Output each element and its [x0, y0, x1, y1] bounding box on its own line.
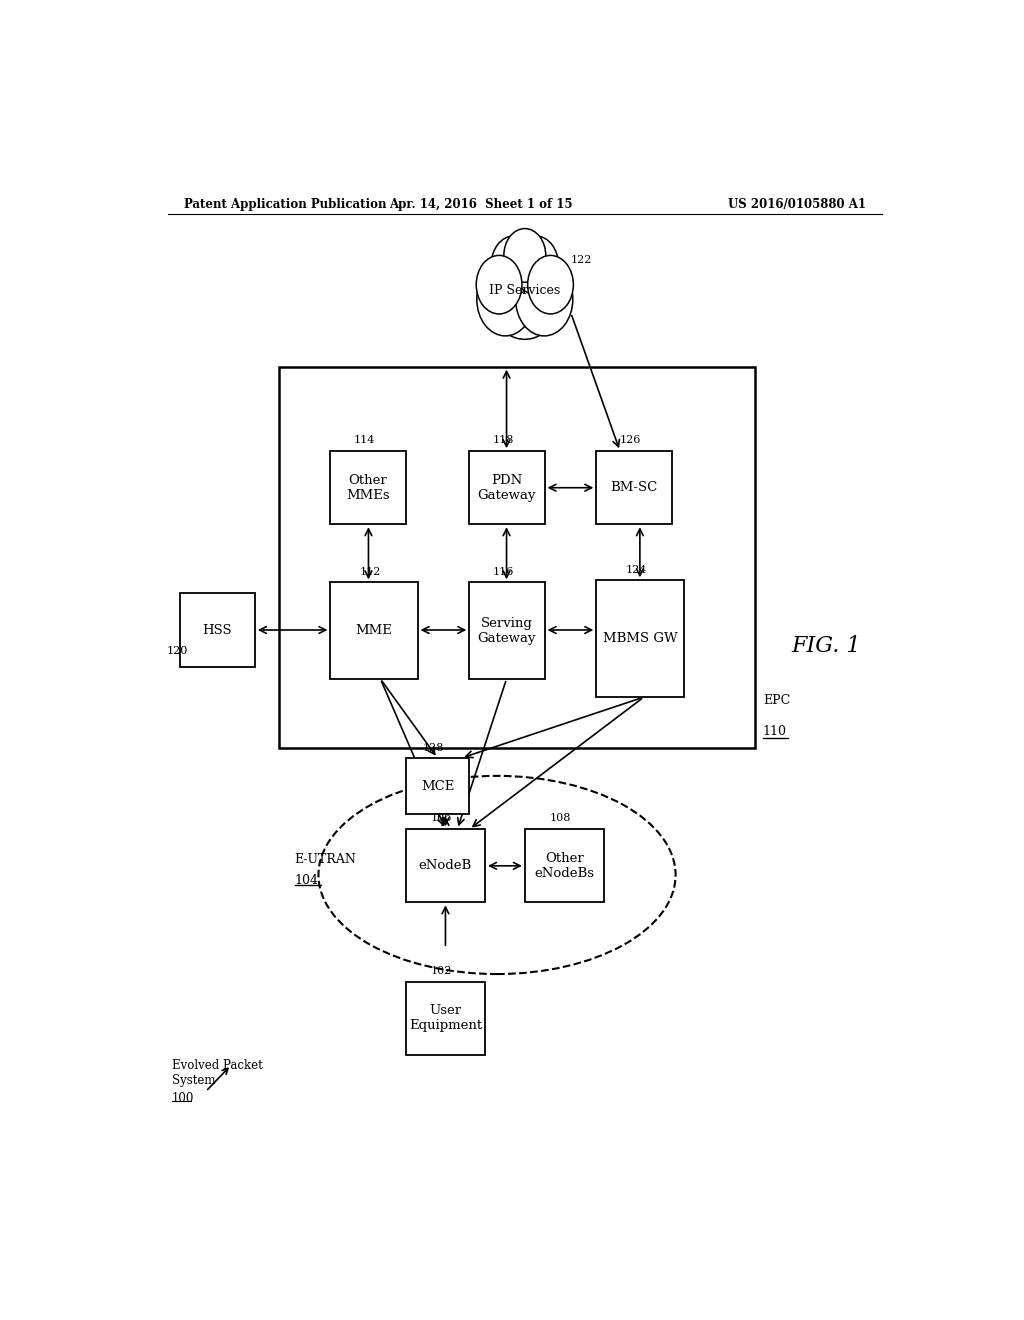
FancyBboxPatch shape	[406, 758, 469, 814]
Circle shape	[527, 255, 573, 314]
Text: MBMS GW: MBMS GW	[602, 632, 677, 645]
Circle shape	[492, 236, 537, 294]
Ellipse shape	[318, 776, 676, 974]
Text: E-UTRAN: E-UTRAN	[295, 853, 356, 866]
FancyBboxPatch shape	[406, 982, 485, 1055]
FancyBboxPatch shape	[469, 451, 545, 524]
FancyBboxPatch shape	[331, 582, 418, 678]
FancyBboxPatch shape	[596, 581, 684, 697]
Text: FIG. 1: FIG. 1	[792, 635, 861, 657]
Text: 126: 126	[620, 436, 641, 445]
Text: eNodeB: eNodeB	[419, 859, 472, 873]
Text: PDN
Gateway: PDN Gateway	[477, 474, 537, 502]
FancyBboxPatch shape	[331, 451, 406, 524]
FancyBboxPatch shape	[596, 451, 672, 524]
Text: 124: 124	[626, 565, 646, 576]
Text: 116: 116	[493, 568, 514, 577]
Text: EPC: EPC	[763, 694, 791, 708]
Text: 102: 102	[431, 966, 453, 975]
Text: Evolved Packet
System: Evolved Packet System	[172, 1059, 262, 1088]
FancyBboxPatch shape	[524, 829, 604, 903]
Circle shape	[504, 228, 546, 282]
Text: 110: 110	[763, 725, 786, 738]
Text: Other
MMEs: Other MMEs	[346, 474, 390, 502]
Text: Apr. 14, 2016  Sheet 1 of 15: Apr. 14, 2016 Sheet 1 of 15	[389, 198, 572, 211]
Text: 118: 118	[493, 436, 514, 445]
Text: 114: 114	[353, 436, 375, 445]
Circle shape	[516, 263, 572, 335]
Circle shape	[476, 255, 522, 314]
Text: BM-SC: BM-SC	[610, 482, 657, 494]
Text: MCE: MCE	[421, 780, 455, 792]
Text: US 2016/0105880 A1: US 2016/0105880 A1	[728, 198, 866, 211]
Text: 112: 112	[359, 568, 381, 577]
FancyBboxPatch shape	[279, 367, 755, 748]
Text: 100: 100	[172, 1092, 194, 1105]
Text: 120: 120	[167, 647, 188, 656]
Text: Patent Application Publication: Patent Application Publication	[183, 198, 386, 211]
Text: IP Services: IP Services	[489, 284, 560, 297]
Text: User
Equipment: User Equipment	[409, 1005, 482, 1032]
FancyBboxPatch shape	[469, 582, 545, 678]
FancyBboxPatch shape	[406, 829, 485, 903]
Text: 122: 122	[570, 255, 592, 265]
FancyBboxPatch shape	[179, 594, 255, 667]
Text: 104: 104	[295, 874, 318, 887]
Text: Other
eNodeBs: Other eNodeBs	[535, 851, 595, 880]
Circle shape	[486, 242, 563, 339]
Circle shape	[477, 263, 534, 335]
Text: HSS: HSS	[203, 623, 232, 636]
Text: Serving
Gateway: Serving Gateway	[477, 616, 537, 644]
Text: 128: 128	[423, 743, 444, 752]
Text: MME: MME	[355, 624, 392, 638]
Text: 106: 106	[431, 813, 453, 824]
Text: 108: 108	[550, 813, 571, 824]
Circle shape	[513, 236, 558, 294]
